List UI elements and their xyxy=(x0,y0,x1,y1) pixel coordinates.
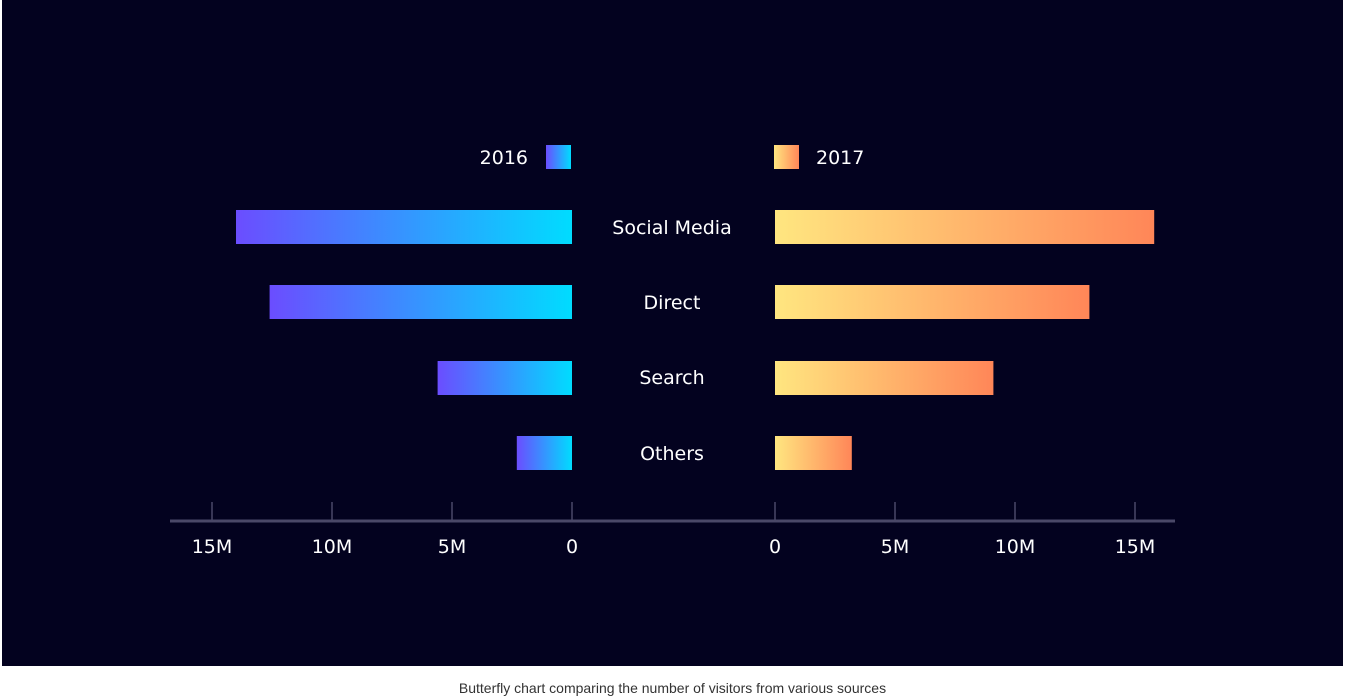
figure-caption: Butterfly chart comparing the number of … xyxy=(458,680,887,696)
x-tick-label-left-0: 0 xyxy=(566,536,578,558)
legend-label-2017: 2017 xyxy=(816,147,864,169)
bar-2016-search xyxy=(437,361,572,395)
bar-2016-others xyxy=(516,436,572,470)
legend-label-2016: 2016 xyxy=(480,147,528,169)
chart-panel: 2016 2017 Social Media Direct Search Oth… xyxy=(2,0,1343,666)
bar-2016-social-media xyxy=(236,210,572,244)
bar-2016-direct xyxy=(269,285,572,319)
category-label-social-media: Social Media xyxy=(612,217,731,239)
x-tick-label-left-10m: 10M xyxy=(312,536,353,558)
category-label-direct: Direct xyxy=(644,292,701,314)
x-tick-label-left-15m: 15M xyxy=(192,536,233,558)
legend-swatch-2017 xyxy=(774,145,799,169)
x-tick-label-right-5m: 5M xyxy=(881,536,909,558)
bar-2017-social-media xyxy=(775,210,1155,244)
bar-2017-direct xyxy=(775,285,1090,319)
x-tick-label-right-0: 0 xyxy=(769,536,781,558)
category-label-search: Search xyxy=(639,367,704,389)
butterfly-chart: 2016 2017 Social Media Direct Search Oth… xyxy=(170,145,1175,558)
x-tick-label-left-5m: 5M xyxy=(438,536,466,558)
x-tick-label-right-10m: 10M xyxy=(995,536,1036,558)
category-label-others: Others xyxy=(640,443,704,465)
legend-swatch-2016 xyxy=(546,145,571,169)
bar-2017-others xyxy=(775,436,852,470)
x-tick-label-right-15m: 15M xyxy=(1115,536,1156,558)
bar-2017-search xyxy=(775,361,994,395)
